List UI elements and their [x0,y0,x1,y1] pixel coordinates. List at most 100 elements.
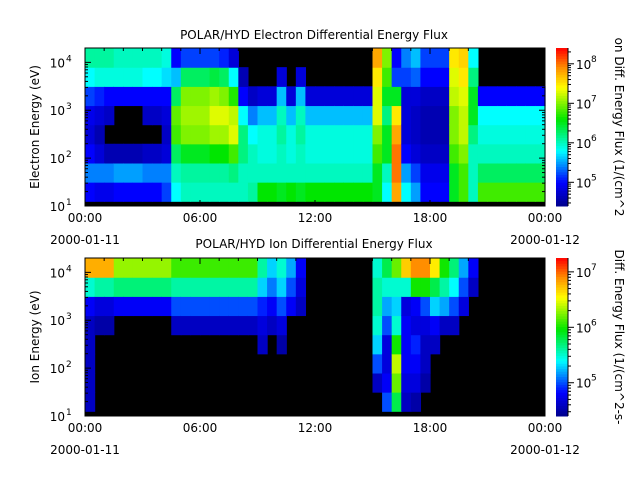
heatmap-cell [171,258,182,278]
heatmap-cell [180,86,192,107]
heatmap-cell [410,143,422,164]
heatmap-cell [420,124,431,145]
heatmap-cell [430,334,441,355]
heatmap-cell [525,86,537,107]
heatmap-cell [372,124,383,145]
heatmap-cell [276,67,287,87]
heatmap-cell [420,277,431,297]
heatmap-cell [267,124,278,145]
heatmap-cell [343,124,354,145]
colorbar-segment [556,100,568,104]
colorbar-segment [556,339,568,343]
y-tick-label: 10 [50,200,65,214]
heatmap-cell [104,67,115,87]
heatmap-cell [113,67,124,87]
colorbar-segment [556,321,568,325]
heatmap-cell [161,105,172,126]
colorbar-segment [556,192,568,196]
heatmap-cell [171,162,182,183]
heatmap-cell [276,296,287,317]
heatmap-cell [449,67,460,87]
heatmap-cell [200,143,211,164]
y-tick-exponent: 1 [66,408,72,418]
heatmap-cell [497,162,508,183]
heatmap-cell [247,105,259,126]
heatmap-cell [219,182,230,202]
heatmap-cell [85,258,96,278]
heatmap-cell [123,86,134,107]
heatmap-cell [257,258,268,278]
heatmap-cell [391,296,402,317]
heatmap-cell [410,315,422,336]
heatmap-cell [391,315,402,336]
heatmap-cell [535,143,546,164]
heatmap-cell [267,143,278,164]
heatmap-cell [430,124,441,145]
heatmap-cell [516,105,527,126]
heatmap-cell [257,124,268,145]
heatmap-cell [161,162,172,183]
heatmap-cell [267,258,278,278]
heatmap-cell [420,258,431,278]
heatmap-cell [372,162,383,183]
heatmap-cell [276,182,287,202]
heatmap-cell [142,143,153,164]
colorbar-segment [556,297,568,301]
heatmap-cell [94,277,105,297]
heatmap-cell [190,67,201,87]
heatmap-cell [401,162,412,183]
heatmap-cell [420,67,431,87]
heatmap-cell [382,48,393,68]
x-tick-label: 06:00 [183,211,218,225]
heatmap-cell [85,277,96,297]
heatmap-cell [372,315,383,336]
heatmap-cell [113,162,124,183]
heatmap-cell [506,162,517,183]
colorbar-segment [556,413,568,417]
heatmap-cell [171,182,182,202]
colorbar-segment [556,134,568,139]
heatmap-cell [209,162,220,183]
heatmap-cell [247,162,259,183]
colorbar-segment [556,169,568,173]
colorbar-segment [556,179,568,183]
colorbar-tick-label: 10 [576,266,591,280]
heatmap-cell [276,162,287,183]
heatmap-cell [458,258,469,278]
heatmap-cell [171,67,182,87]
heatmap-cell [343,162,354,183]
heatmap-cell [295,67,307,87]
heatmap-cell [152,182,163,202]
colorbar-segment [556,387,568,391]
heatmap-cell [200,258,211,278]
heatmap-cell [362,182,374,202]
heatmap-cell [238,124,249,145]
heatmap-cell [104,162,115,183]
heatmap-cell [286,105,297,126]
heatmap-cell [161,258,172,278]
heatmap-cell [257,105,268,126]
heatmap-cell [180,182,192,202]
heatmap-cell [132,277,144,297]
colorbar-segment [556,203,568,207]
heatmap-cell [94,258,105,278]
heatmap-cell [152,143,163,164]
colorbar-segment [556,308,568,312]
heatmap-cell [247,315,259,336]
heatmap-cell [161,296,172,317]
colorbar-segment [556,294,568,298]
heatmap-cell [219,105,230,126]
heatmap-cell [420,353,431,374]
heatmap-cell [535,124,546,145]
heatmap-cell [104,182,115,202]
heatmap-cell [247,124,259,145]
heatmap-cell [439,124,450,145]
heatmap-cell [391,277,402,297]
heatmap-cell [410,277,422,297]
heatmap-cell [132,143,144,164]
heatmap-cell [420,182,431,202]
heatmap-cell [362,105,374,126]
heatmap-cell [276,124,287,145]
heatmap-cell [468,67,479,87]
